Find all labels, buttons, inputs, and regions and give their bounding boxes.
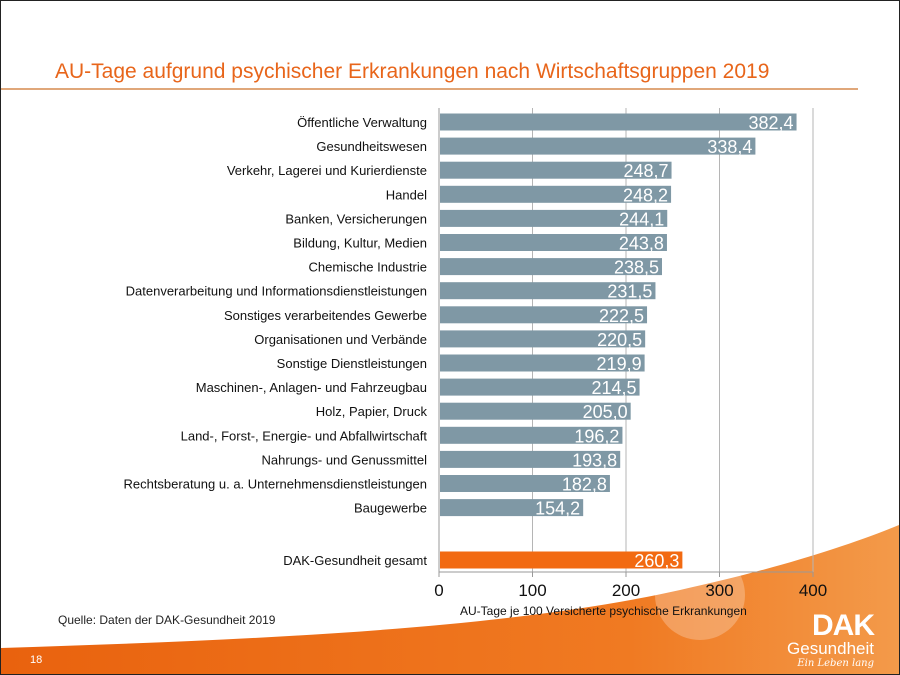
logo-sub: Gesundheit <box>787 639 874 658</box>
bar <box>440 185 672 203</box>
bar <box>440 499 584 517</box>
category-label: Organisationen und Verbände <box>254 332 427 347</box>
category-label: Maschinen-, Anlagen- und Fahrzeugbau <box>196 380 427 395</box>
bar <box>440 551 683 569</box>
data-label: 243,8 <box>619 234 664 254</box>
data-label: 205,0 <box>583 402 628 422</box>
bar <box>440 306 648 324</box>
category-label: Bildung, Kultur, Medien <box>293 236 427 251</box>
category-label: Gesundheitswesen <box>316 139 427 154</box>
bar <box>440 209 668 227</box>
source-note: Quelle: Daten der DAK-Gesundheit 2019 <box>58 613 276 627</box>
category-label: Sonstige Dienstleistungen <box>277 356 427 371</box>
data-label: 231,5 <box>607 282 652 302</box>
bar <box>440 475 610 492</box>
data-label: 182,8 <box>562 475 607 495</box>
data-label: 214,5 <box>592 378 637 398</box>
data-label: 382,4 <box>748 113 793 133</box>
bar <box>440 330 646 348</box>
bar <box>440 354 645 372</box>
category-label: Sonstiges verarbeitendes Gewerbe <box>224 308 427 323</box>
data-label: 338,4 <box>707 137 752 157</box>
data-label: 248,2 <box>623 185 668 205</box>
title-divider <box>1 88 858 90</box>
bar <box>440 161 672 179</box>
slide-title: AU-Tage aufgrund psychischer Erkrankunge… <box>55 60 770 83</box>
category-label: Holz, Papier, Druck <box>316 404 428 419</box>
data-label: 222,5 <box>599 306 644 326</box>
bar <box>440 426 623 444</box>
data-label: 219,9 <box>597 354 642 374</box>
data-label: 248,7 <box>623 161 668 181</box>
category-label: Datenverarbeitung und Informationsdienst… <box>126 284 427 299</box>
x-tick-label: 400 <box>799 581 827 600</box>
bar <box>440 378 640 396</box>
page-number: 18 <box>30 654 43 666</box>
x-tick-label: 0 <box>434 581 443 600</box>
category-label: Handel <box>386 187 427 202</box>
logo-name: DAK <box>812 609 875 642</box>
bar <box>440 402 631 420</box>
category-label: DAK-Gesundheit gesamt <box>283 553 427 568</box>
data-label: 193,8 <box>572 450 617 470</box>
x-axis-label: AU-Tage je 100 Versicherte psychische Er… <box>460 604 747 618</box>
data-label: 196,2 <box>574 426 619 446</box>
x-tick-label: 200 <box>612 581 640 600</box>
category-label: Banken, Versicherungen <box>285 211 427 226</box>
x-tick-label: 100 <box>518 581 546 600</box>
category-label: Öffentliche Verwaltung <box>297 115 427 130</box>
category-label: Nahrungs- und Genussmittel <box>262 452 428 467</box>
category-label: Rechtsberatung u. a. Unternehmensdienstl… <box>123 477 427 492</box>
data-label: 238,5 <box>614 258 659 278</box>
bar <box>440 137 756 155</box>
bar <box>440 258 662 276</box>
category-label: Chemische Industrie <box>309 260 428 275</box>
bar <box>440 450 621 468</box>
x-tick-label: 300 <box>705 581 733 600</box>
category-label: Verkehr, Lagerei und Kurierdienste <box>227 163 427 178</box>
bar <box>440 282 656 300</box>
dak-logo: DAK Gesundheit Ein Leben lang <box>787 609 875 670</box>
data-label: 244,1 <box>619 209 664 229</box>
data-label: 220,5 <box>597 330 642 350</box>
logo-slogan: Ein Leben lang <box>797 658 874 669</box>
data-label: 154,2 <box>535 499 580 519</box>
category-label: Baugewerbe <box>354 501 427 516</box>
data-label: 260,3 <box>634 551 679 571</box>
category-label: Land-, Forst-, Energie- und Abfallwirtsc… <box>181 428 428 443</box>
bar <box>440 234 667 251</box>
bar <box>440 113 797 131</box>
